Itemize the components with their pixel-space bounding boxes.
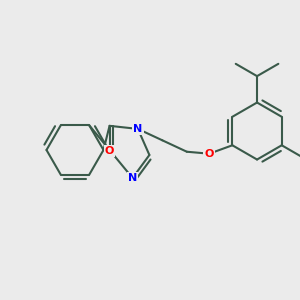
Text: O: O xyxy=(105,146,114,156)
Text: N: N xyxy=(133,124,142,134)
Text: N: N xyxy=(128,173,137,183)
Text: O: O xyxy=(205,149,214,159)
